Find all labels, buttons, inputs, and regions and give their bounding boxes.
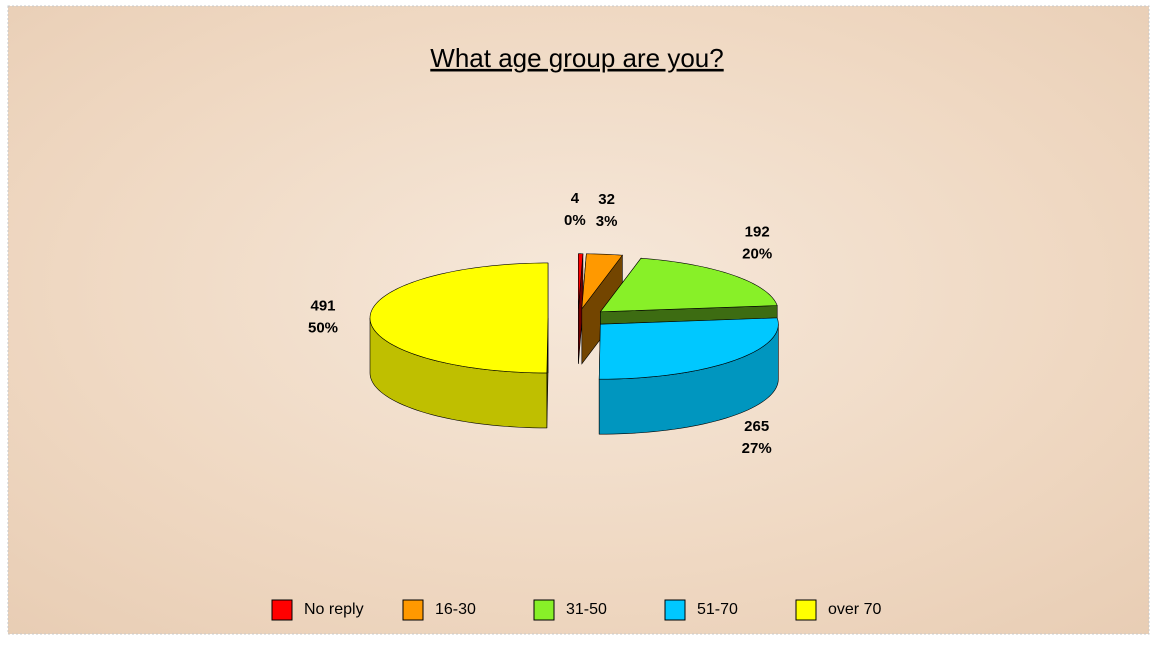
slice-top — [581, 253, 623, 310]
legend-label: No reply — [304, 601, 364, 618]
percent-label: 0% — [564, 212, 586, 229]
legend-label: 51-70 — [697, 601, 738, 618]
legend-swatch — [402, 599, 424, 621]
data-label: 4 — [571, 190, 580, 207]
percent-label: 3% — [596, 213, 618, 230]
legend-swatch — [795, 599, 817, 621]
pie-slice — [369, 262, 549, 429]
legend-swatch — [664, 599, 686, 621]
data-label: 265 — [744, 418, 769, 435]
slice-top — [369, 262, 549, 374]
legend-label: 31-50 — [566, 601, 607, 618]
percent-label: 27% — [742, 440, 772, 457]
percent-label: 50% — [308, 320, 338, 337]
chart-title: What age group are you? — [430, 43, 723, 73]
slice-top — [578, 253, 584, 309]
data-label: 192 — [745, 223, 770, 240]
legend-label: 16-30 — [435, 601, 476, 618]
data-label: 32 — [598, 191, 615, 208]
data-label: 491 — [310, 298, 335, 315]
legend-swatch — [271, 599, 293, 621]
slice-top — [598, 317, 779, 380]
percent-label: 20% — [742, 245, 772, 262]
legend-swatch — [533, 599, 555, 621]
legend-label: over 70 — [828, 601, 881, 618]
slice-top — [599, 257, 778, 313]
pie-slice — [598, 317, 779, 435]
